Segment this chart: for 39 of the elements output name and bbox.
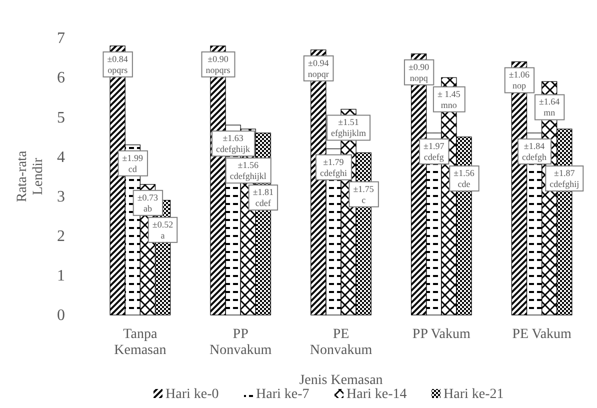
y-tick-label: 0	[57, 307, 65, 324]
annotation: ±1.56 cde	[454, 168, 475, 189]
annotation: ±1.87 cdefghij	[550, 168, 580, 189]
annotation: ±1.81 cdef	[252, 187, 274, 208]
y-tick-label: 7	[57, 30, 65, 48]
x-tick-label: PE Vakum	[512, 327, 572, 342]
y-tick-label: 2	[57, 228, 65, 245]
annotation: ±1.56 cdefghijkl	[230, 160, 267, 182]
annotation: ±0.84 opqrs	[107, 54, 128, 75]
annotation: ±1.84 cdefgh	[522, 140, 548, 162]
y-tick-label: 6	[57, 70, 65, 87]
y-tick-label: 3	[57, 188, 65, 206]
annotation: ±0.90 nopq	[408, 62, 430, 83]
annotation: ±1.64 mn	[538, 96, 560, 118]
legend-label: Hari ke-14	[346, 387, 407, 402]
annotation: ±1.97 cdefg	[424, 140, 445, 162]
annotation: ±1.75 c	[353, 184, 374, 205]
legend-label: Hari ke-21	[444, 387, 504, 402]
annotation: ±0.52 a	[152, 219, 174, 240]
annotation: ±1.99 cd	[122, 152, 144, 174]
legend-label: Hari ke-0	[166, 387, 219, 402]
annotation: ±0.90 nopqrs	[206, 54, 231, 75]
annotation: ±0.94 nopqr	[308, 58, 330, 79]
x-axis-title: Jenis Kemasan	[299, 373, 383, 388]
x-tick-label: Tanpa Kemasan	[114, 327, 166, 358]
annotation: ±0.73 ab	[137, 192, 159, 214]
y-tick-label: 1	[57, 268, 65, 285]
annotation: ±1.51 efghijklm	[331, 117, 366, 138]
legend-label: Hari ke-7	[256, 387, 310, 402]
y-axis-title: Rata-rata Lendir	[15, 150, 46, 202]
annotation: ±1.06 nop	[508, 70, 530, 91]
x-tick-label: PP Vakum	[412, 327, 470, 342]
y-tick-label: 4	[57, 148, 65, 166]
annotation: ±1.63 cdefghijk	[216, 133, 251, 154]
annotation: ±1.79 cdefghi	[320, 156, 348, 178]
x-tick-label: PP Nonvakum	[209, 327, 272, 358]
annotation: ± 1.45 mno	[437, 88, 461, 110]
x-tick-label: PE Nonvakum	[310, 327, 372, 358]
y-tick-label: 5	[57, 109, 65, 126]
